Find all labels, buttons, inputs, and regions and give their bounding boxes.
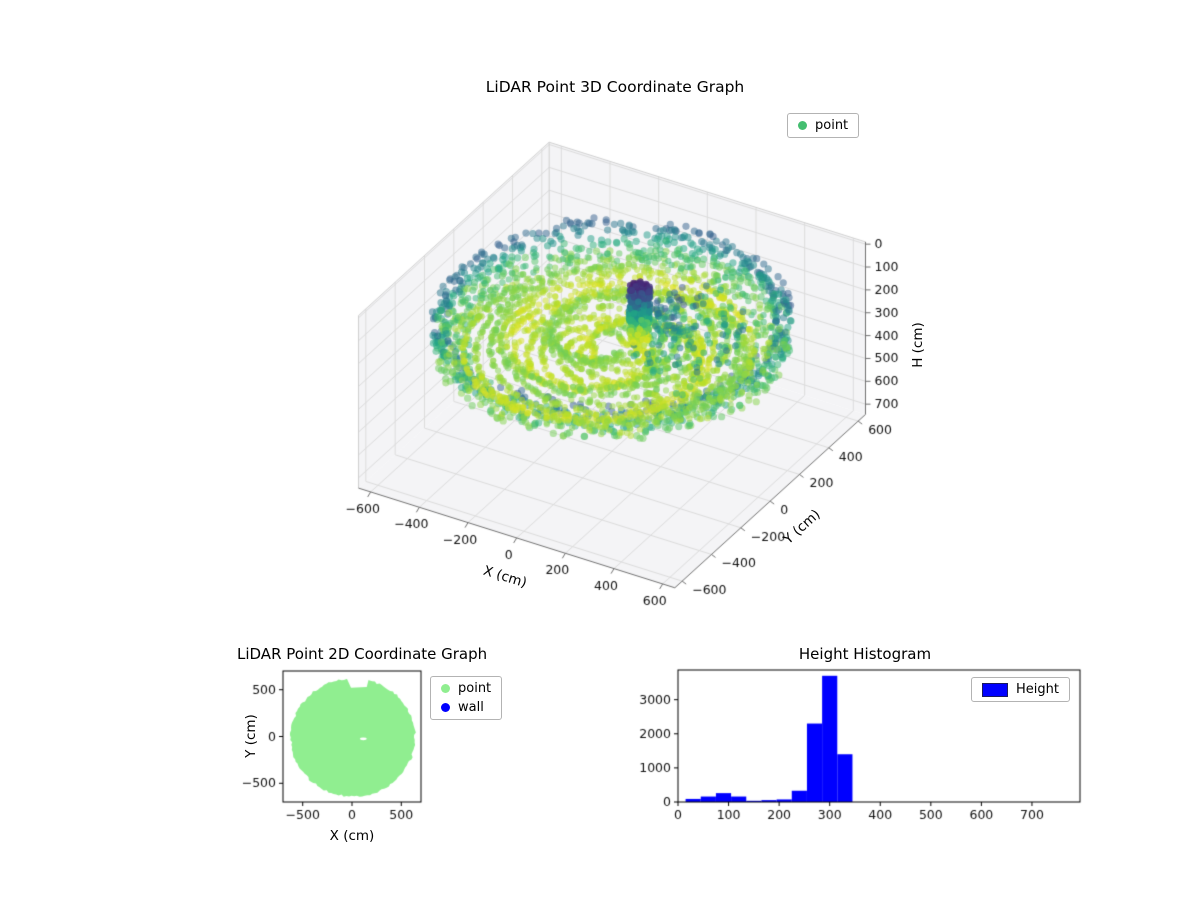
point-marker-icon — [441, 684, 450, 693]
scatter2d-legend: point wall — [430, 676, 503, 720]
scatter3d-legend: point — [787, 113, 860, 138]
scatter3d-zlabel: H (cm) — [910, 322, 926, 368]
legend-item-height: Height — [982, 682, 1059, 697]
scatter2d-ylabel: Y (cm) — [243, 714, 259, 758]
legend-label: wall — [458, 700, 484, 715]
legend-label: Height — [1016, 682, 1059, 697]
scatter2d-xlabel: X (cm) — [329, 828, 375, 844]
legend-item-point: point — [798, 118, 848, 133]
wall-marker-icon — [441, 703, 450, 712]
legend-label: point — [815, 118, 849, 133]
histogram-legend: Height — [971, 677, 1070, 702]
scatter2d-canvas — [230, 655, 460, 845]
point-marker-icon — [798, 121, 807, 130]
legend-item-wall: wall — [441, 700, 484, 715]
height-patch-icon — [982, 682, 1008, 697]
legend-item-point: point — [441, 681, 491, 696]
scatter3d-canvas — [320, 115, 940, 645]
legend-label: point — [458, 681, 492, 696]
scatter3d-title: LiDAR Point 3D Coordinate Graph — [485, 78, 745, 96]
